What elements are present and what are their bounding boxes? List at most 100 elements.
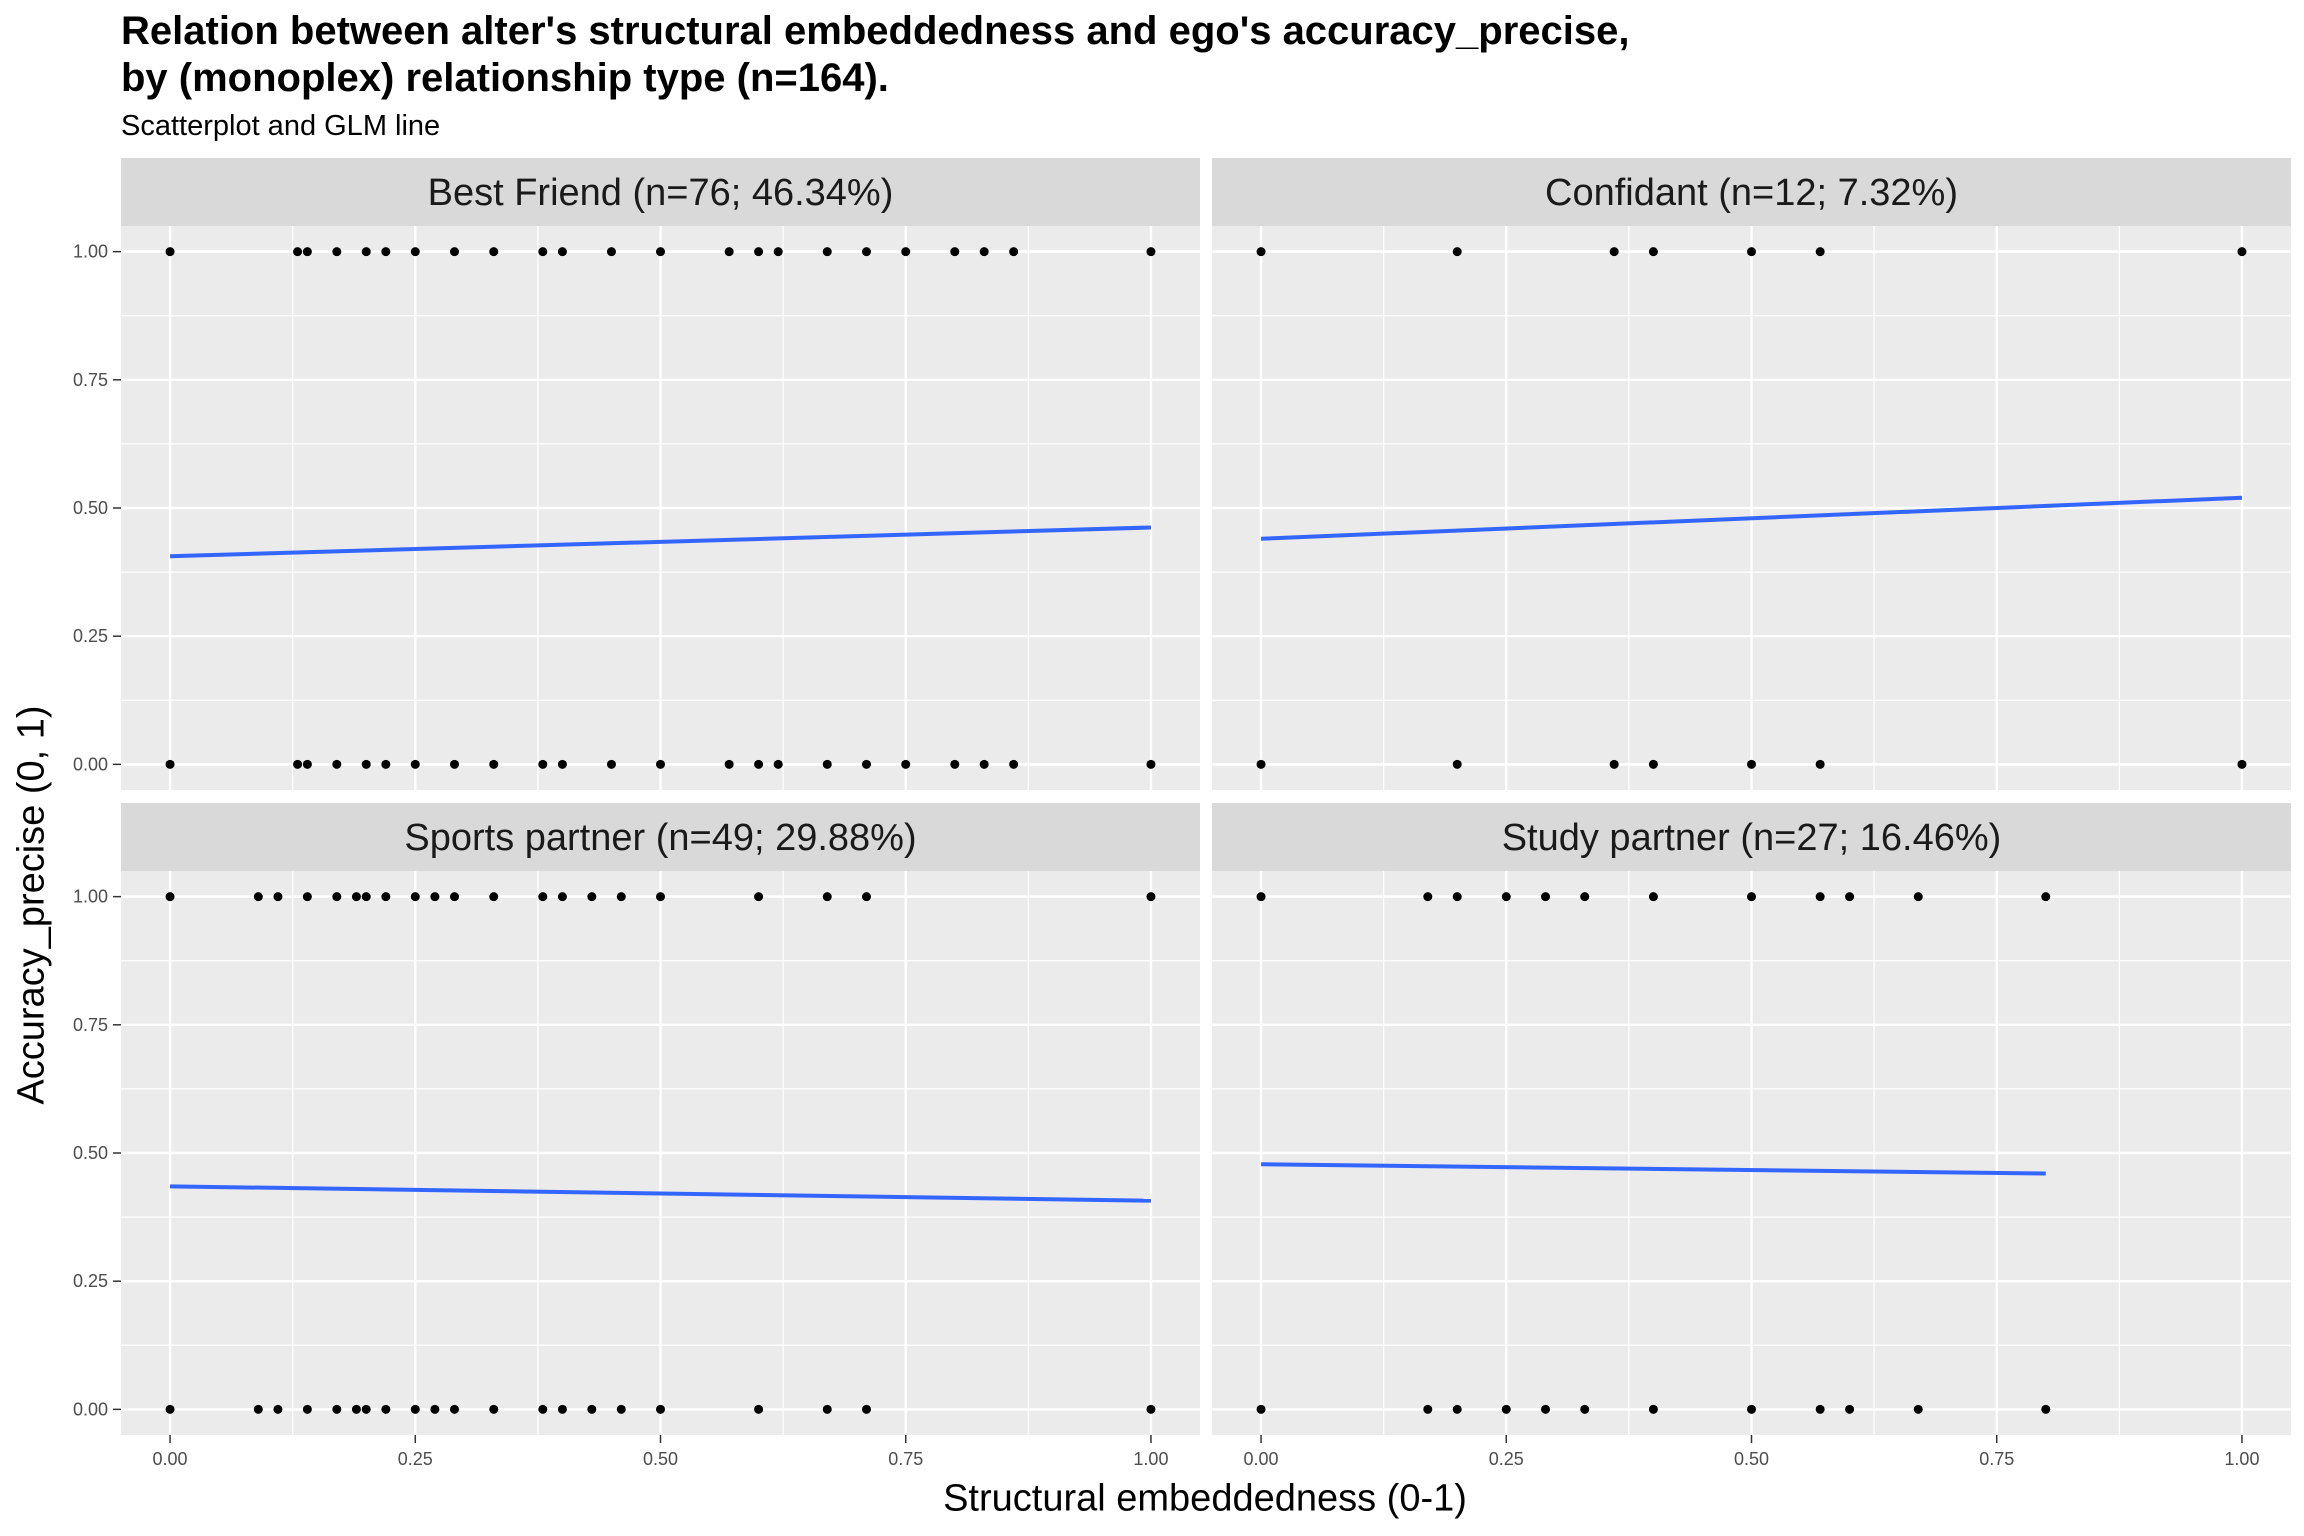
y-tick-label: 0.75 bbox=[73, 1015, 108, 1035]
data-point bbox=[724, 247, 734, 257]
data-point bbox=[165, 892, 175, 902]
facet-strip-label: Best Friend (n=76; 46.34%) bbox=[428, 172, 894, 214]
data-point bbox=[381, 1404, 391, 1414]
data-point bbox=[273, 892, 283, 902]
data-point bbox=[538, 247, 548, 257]
data-point bbox=[489, 1404, 499, 1414]
data-point bbox=[1541, 892, 1551, 902]
data-point bbox=[361, 247, 371, 257]
data-point bbox=[1256, 1404, 1266, 1414]
x-tick-label: 0.50 bbox=[643, 1449, 678, 1469]
data-point bbox=[656, 759, 665, 769]
y-tick-label: 1.00 bbox=[73, 242, 108, 262]
y-tick-label: 0.00 bbox=[73, 1399, 108, 1419]
data-point bbox=[606, 247, 616, 257]
chart-title: Relation between alter's structural embe… bbox=[121, 8, 2271, 102]
data-point bbox=[1146, 759, 1156, 769]
data-point bbox=[450, 759, 460, 769]
data-point bbox=[901, 759, 911, 769]
data-point bbox=[302, 247, 312, 257]
data-point bbox=[273, 1404, 283, 1414]
data-point bbox=[332, 1404, 342, 1414]
x-tick-label: 0.00 bbox=[1244, 1449, 1279, 1469]
data-point bbox=[351, 892, 361, 902]
data-point bbox=[587, 1404, 597, 1414]
data-point bbox=[1747, 759, 1756, 769]
data-point bbox=[861, 1404, 871, 1414]
data-point bbox=[361, 892, 371, 902]
x-tick-label: 0.50 bbox=[1734, 1449, 1769, 1469]
x-tick-label: 0.25 bbox=[398, 1449, 433, 1469]
data-point bbox=[302, 759, 312, 769]
data-point bbox=[557, 247, 567, 257]
data-point bbox=[861, 247, 871, 257]
data-point bbox=[165, 1404, 175, 1414]
data-point bbox=[361, 759, 371, 769]
data-point bbox=[253, 1404, 263, 1414]
x-tick-label: 0.25 bbox=[1489, 1449, 1524, 1469]
data-point bbox=[901, 247, 911, 257]
data-point bbox=[332, 892, 342, 902]
data-point bbox=[616, 892, 626, 902]
data-point bbox=[1256, 247, 1266, 257]
data-point bbox=[410, 759, 420, 769]
facet-strip bbox=[121, 158, 1200, 226]
data-point bbox=[293, 759, 303, 769]
data-point bbox=[351, 1404, 361, 1414]
data-point bbox=[1913, 892, 1923, 902]
data-point bbox=[822, 759, 832, 769]
data-point bbox=[1648, 1404, 1658, 1414]
data-point bbox=[381, 892, 391, 902]
data-point bbox=[754, 892, 764, 902]
data-point bbox=[489, 892, 499, 902]
data-point bbox=[1423, 892, 1433, 902]
data-point bbox=[754, 1404, 764, 1414]
data-point bbox=[754, 247, 764, 257]
data-point bbox=[656, 247, 665, 257]
data-point bbox=[1815, 892, 1825, 902]
data-point bbox=[302, 1404, 312, 1414]
data-point bbox=[1580, 892, 1590, 902]
data-point bbox=[557, 892, 567, 902]
data-point bbox=[1146, 892, 1156, 902]
data-point bbox=[1452, 1404, 1462, 1414]
data-point bbox=[1747, 1404, 1756, 1414]
y-axis-label: Accuracy_precise (0, 1) bbox=[10, 705, 53, 1105]
data-point bbox=[332, 759, 342, 769]
x-tick-label: 0.75 bbox=[1979, 1449, 2014, 1469]
chart-subtitle: Scatterplot and GLM line bbox=[121, 110, 441, 142]
facet-strip bbox=[1212, 158, 2291, 226]
data-point bbox=[1648, 247, 1658, 257]
data-point bbox=[1747, 247, 1756, 257]
data-point bbox=[1815, 247, 1825, 257]
x-axis-label: Structural embeddedness (0-1) bbox=[943, 1477, 1467, 1520]
data-point bbox=[1256, 892, 1266, 902]
facet-strip-label: Study partner (n=27; 16.46%) bbox=[1502, 817, 2002, 859]
data-point bbox=[489, 247, 499, 257]
data-point bbox=[1648, 759, 1658, 769]
facet-strip bbox=[1212, 803, 2291, 871]
y-tick-label: 1.00 bbox=[73, 887, 108, 907]
data-point bbox=[489, 759, 499, 769]
x-tick-label: 0.75 bbox=[888, 1449, 923, 1469]
chart-title-line-2: by (monoplex) relationship type (n=164). bbox=[121, 56, 889, 100]
data-point bbox=[979, 247, 989, 257]
data-point bbox=[410, 892, 420, 902]
data-point bbox=[1845, 892, 1855, 902]
data-point bbox=[606, 759, 616, 769]
y-tick-label: 0.00 bbox=[73, 754, 108, 774]
data-point bbox=[381, 247, 391, 257]
data-point bbox=[410, 1404, 420, 1414]
data-point bbox=[538, 892, 548, 902]
data-point bbox=[1609, 247, 1619, 257]
x-tick-label: 1.00 bbox=[1133, 1449, 1168, 1469]
x-tick-label: 1.00 bbox=[2224, 1449, 2259, 1469]
data-point bbox=[302, 892, 312, 902]
facet-strip-label: Sports partner (n=49; 29.88%) bbox=[404, 817, 916, 859]
data-point bbox=[822, 1404, 832, 1414]
data-point bbox=[450, 247, 460, 257]
data-point bbox=[616, 1404, 626, 1414]
data-point bbox=[656, 892, 665, 902]
data-point bbox=[1815, 1404, 1825, 1414]
